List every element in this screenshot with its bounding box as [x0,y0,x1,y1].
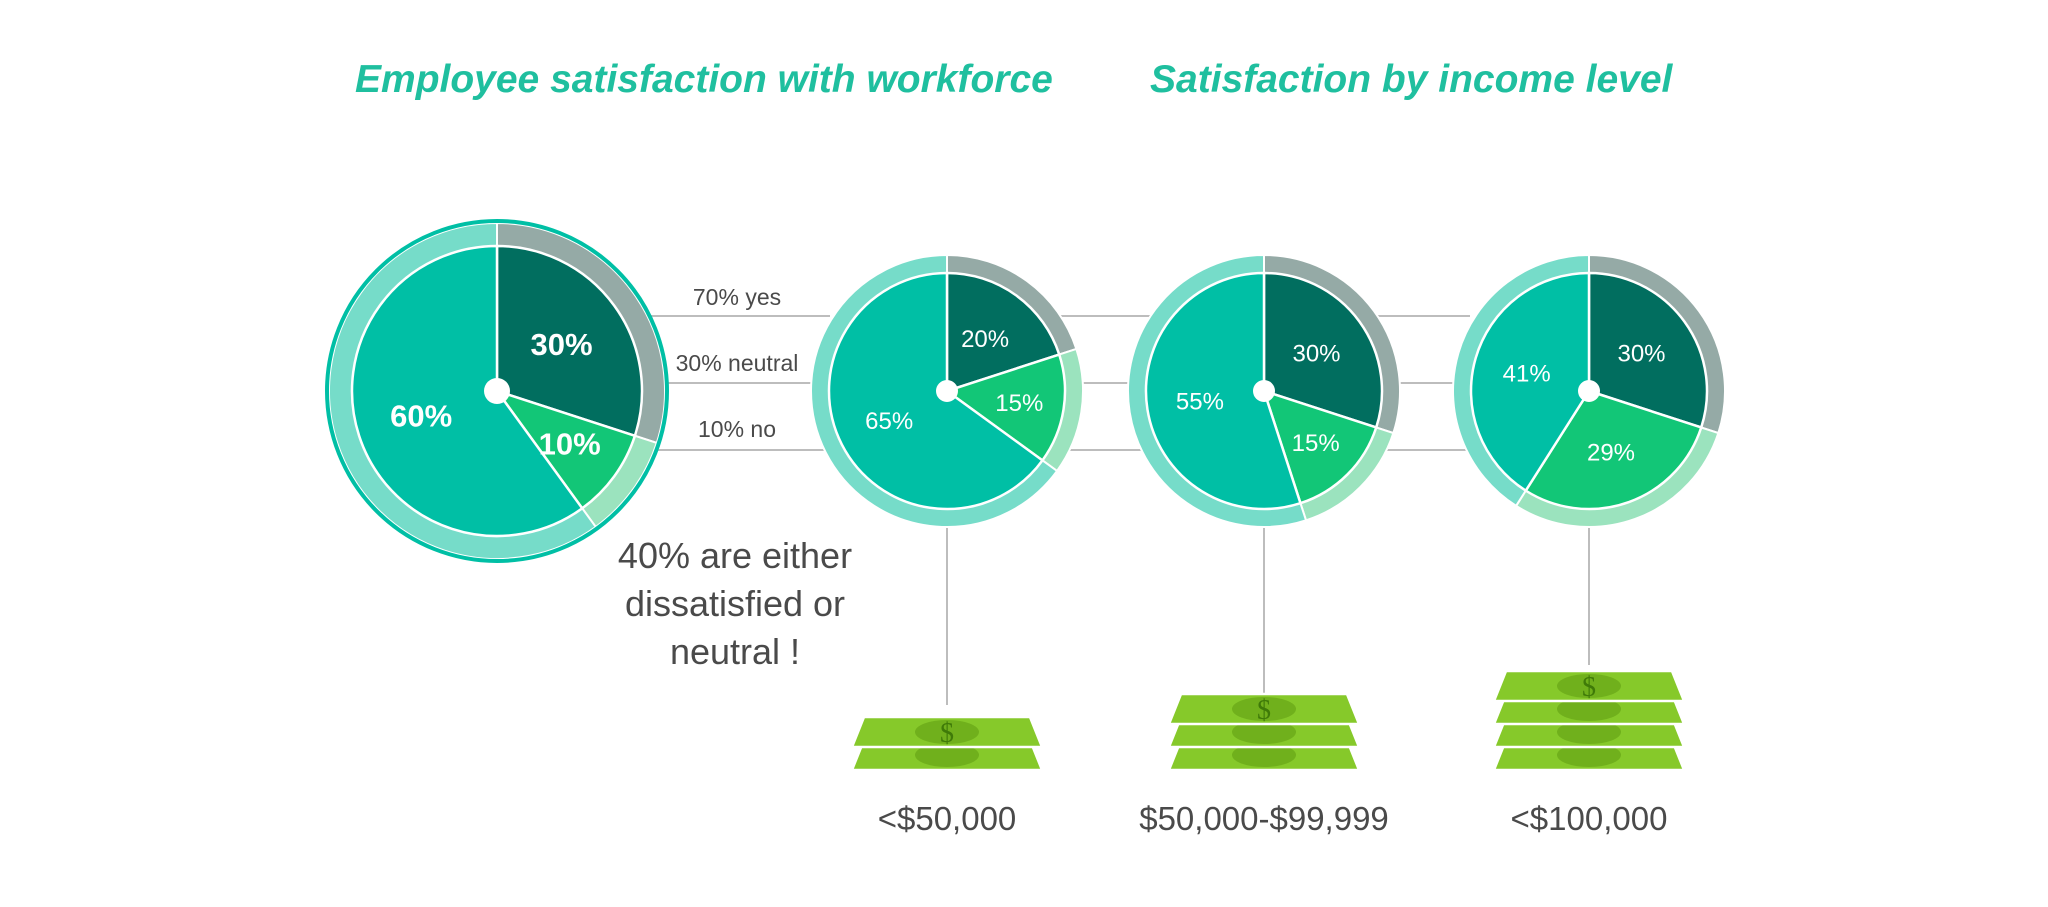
money-stack-1: $ [1167,692,1361,772]
pie-2-label-no: 15% [1292,430,1340,457]
income-label-high: <$100,000 [1510,800,1668,837]
bill-seal [915,743,979,767]
callout-line-3: neutral ! [669,631,801,672]
bill-seal [915,720,979,744]
pie-0: 30% 10% 60% [325,219,669,563]
pie-0-label-no: 10% [539,427,601,462]
bill-seal [1232,720,1296,744]
pie-2-slice-yes [1144,271,1303,511]
money-bill-1-2: $ [1167,692,1361,726]
pie-2-label-yes: 55% [1176,389,1224,416]
pie-0-border [325,219,669,563]
chart-title-left: Employee satisfaction with workforce [355,58,1053,101]
pie-3-slice-no [1524,389,1703,511]
pie-2-label-neutral: 30% [1292,340,1340,367]
pie-0-slice-neutral [495,244,644,438]
callout-line-2: dissatisfied or [624,583,846,624]
legend: 70% yes 30% neutral 10% no [676,284,799,442]
money-stack-2: $ [1492,669,1686,772]
pie-0-hub [484,378,510,404]
bill-seal [1557,720,1621,744]
pie-3-slice-yes [1469,271,1591,493]
money-stack-0: $ [850,715,1044,772]
pie-3-hub [1578,380,1600,402]
pie-0-slice-yes [350,244,584,538]
income-label-low: <$50,000 [877,800,1017,837]
pie-0-label-neutral: 30% [530,327,592,362]
bill-seal [1557,674,1621,698]
callout-line-1: 40% are either [617,535,853,576]
pie-0-slice-no [493,388,637,511]
pie-1-label-neutral: 20% [961,326,1009,353]
legend-no: 10% no [698,416,776,442]
callout-text: 40% are either dissatisfied or neutral ! [585,532,885,676]
legend-neutral: 30% neutral [676,350,799,376]
pie-3-label-no: 29% [1587,440,1635,467]
money-stacks: $ $ $ [850,669,1686,772]
pie-3-label-yes: 41% [1503,360,1551,387]
bill-seal [1557,697,1621,721]
chart-title-right: Satisfaction by income level [1150,58,1673,101]
pie-1: 20% 15% 65% [810,253,1084,528]
pie-3-label-neutral: 30% [1617,340,1665,367]
pie-1-slice-yes [827,271,1045,511]
dollar-sign-icon: $ [1257,695,1271,726]
pie-1-slice-neutral [945,271,1061,393]
pie-charts: 30% 10% 60% 20% 15% 65% 30% 15% 55% 30% 29% 41% [325,219,1726,563]
dollar-sign-icon: $ [940,718,954,749]
bill-seal [1232,743,1296,767]
bill-seal [1557,743,1621,767]
money-bill-2-3: $ [1492,669,1686,703]
legend-yes: 70% yes [693,284,781,310]
income-label-mid: $50,000-$99,999 [1139,800,1389,837]
pie-1-label-no: 15% [995,390,1043,417]
bill-seal [1232,697,1296,721]
dollar-sign-icon: $ [1582,672,1596,703]
pie-1-hub [936,380,958,402]
pie-0-label-yes: 60% [390,399,452,434]
pie-1-label-yes: 65% [865,408,913,435]
pie-3: 30% 29% 41% [1452,253,1726,528]
pie-1-slice-no [944,352,1067,463]
pie-2-slice-neutral [1262,271,1384,430]
money-bill-0-1: $ [850,715,1044,749]
pie-2: 30% 15% 55% [1127,253,1401,528]
pie-2-hub [1253,380,1275,402]
pie-3-slice-neutral [1587,271,1709,430]
